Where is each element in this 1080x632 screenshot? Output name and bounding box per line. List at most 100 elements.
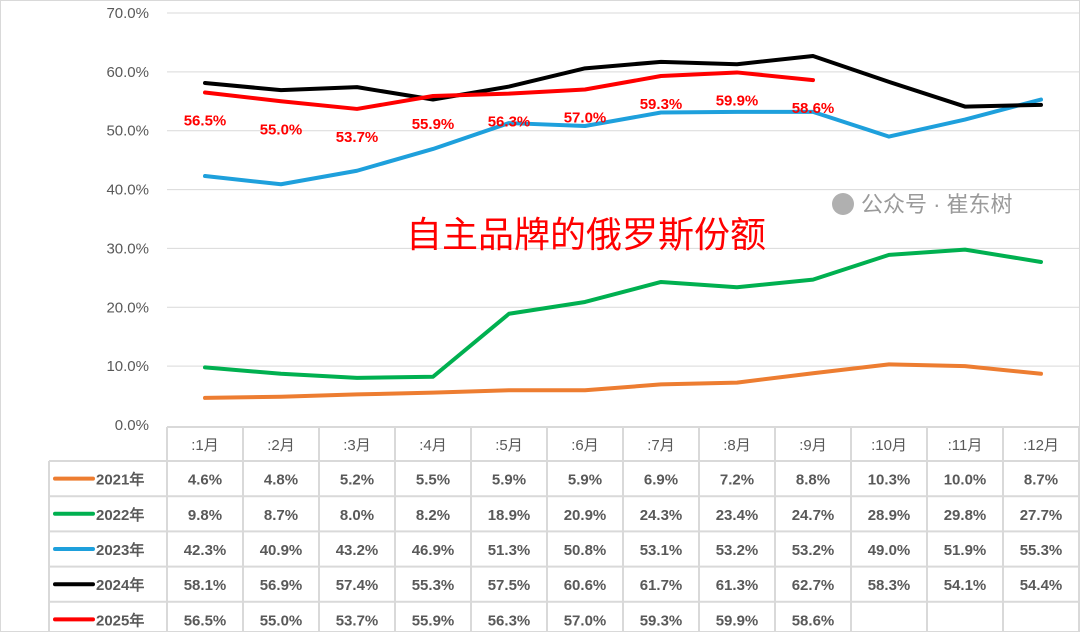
y-tick-label: 30.0% — [106, 240, 149, 257]
x-category-label: :7月 — [647, 437, 675, 454]
data-label: 55.0% — [260, 121, 303, 138]
table-cell: 58.1% — [184, 577, 227, 594]
table-cell: 62.7% — [792, 577, 835, 594]
table-cell: 56.3% — [488, 612, 531, 629]
series-line-2023年 — [203, 97, 1043, 187]
table-cell: 53.1% — [640, 542, 683, 559]
table-cell: 53.2% — [716, 542, 759, 559]
table-cell: 50.8% — [564, 542, 607, 559]
table-cell: 58.6% — [792, 612, 835, 629]
table-cell: 8.0% — [340, 507, 374, 524]
data-label: 55.9% — [412, 116, 455, 133]
table-cell: 20.9% — [564, 507, 607, 524]
table-cell: 53.7% — [336, 612, 379, 629]
table-cell: 51.3% — [488, 542, 531, 559]
table-cell: 5.9% — [492, 472, 526, 489]
table-cell: 60.6% — [564, 577, 607, 594]
table-cell: 5.2% — [340, 472, 374, 489]
table-cell: 6.9% — [644, 472, 678, 489]
data-label: 58.6% — [792, 100, 835, 117]
table-cell: 55.3% — [1020, 542, 1063, 559]
table-cell: 8.7% — [264, 507, 298, 524]
table-cell: 40.9% — [260, 542, 303, 559]
x-category-label: :11月 — [948, 437, 983, 454]
data-label: 59.3% — [640, 96, 683, 113]
table-cell: 10.0% — [944, 472, 987, 489]
table-cell: 55.9% — [412, 612, 455, 629]
table-cell: 24.3% — [640, 507, 683, 524]
watermark: 公众号 · 崔东树 — [861, 192, 1013, 217]
y-tick-label: 70.0% — [106, 5, 149, 22]
table-cell: 24.7% — [792, 507, 835, 524]
y-tick-label: 0.0% — [115, 417, 149, 434]
table-cell: 56.9% — [260, 577, 303, 594]
table-cell: 61.7% — [640, 577, 683, 594]
x-category-label: :2月 — [267, 437, 295, 454]
table-cell: 8.2% — [416, 507, 450, 524]
table-cell: 8.8% — [796, 472, 830, 489]
table-cell: 61.3% — [716, 577, 759, 594]
table-cell: 5.9% — [568, 472, 602, 489]
table-cell: 27.7% — [1020, 507, 1063, 524]
data-label: 57.0% — [564, 110, 607, 127]
table-cell: 8.7% — [1024, 472, 1058, 489]
series-line-2024年 — [203, 53, 1043, 109]
x-category-label: :10月 — [871, 437, 907, 454]
legend-label: 2021年 — [96, 471, 144, 489]
table-cell: 10.3% — [868, 472, 911, 489]
table-cell: 51.9% — [944, 542, 987, 559]
table-cell: 57.5% — [488, 577, 531, 594]
table-cell: 53.2% — [792, 542, 835, 559]
table-cell: 56.5% — [184, 612, 227, 629]
table-cell: 29.8% — [944, 507, 987, 524]
table-cell: 59.3% — [640, 612, 683, 629]
x-category-label: :1月 — [191, 437, 219, 454]
wechat-icon — [832, 193, 854, 215]
table-cell: 4.8% — [264, 472, 298, 489]
chart-title: 自主品牌的俄罗斯份额 — [406, 214, 766, 255]
x-category-label: :5月 — [495, 437, 523, 454]
data-label: 53.7% — [336, 129, 379, 146]
x-category-label: :6月 — [571, 437, 599, 454]
table-cell: 42.3% — [184, 542, 227, 559]
table-cell: 55.0% — [260, 612, 303, 629]
x-category-label: :9月 — [799, 437, 827, 454]
data-label: 59.9% — [716, 92, 759, 109]
legend-label: 2023年 — [96, 541, 144, 559]
data-label: 56.5% — [184, 112, 227, 129]
table-cell: 57.0% — [564, 612, 607, 629]
data-label: 56.3% — [488, 114, 531, 131]
y-tick-label: 20.0% — [106, 299, 149, 316]
y-tick-label: 50.0% — [106, 123, 149, 140]
table-cell: 28.9% — [868, 507, 911, 524]
legend-label: 2022年 — [96, 506, 144, 524]
table-cell: 55.3% — [412, 577, 455, 594]
table-cell: 46.9% — [412, 542, 455, 559]
y-tick-label: 60.0% — [106, 64, 149, 81]
legend-label: 2024年 — [96, 576, 144, 594]
x-category-label: :3月 — [343, 437, 371, 454]
table-cell: 5.5% — [416, 472, 450, 489]
table-cell: 23.4% — [716, 507, 759, 524]
table-cell: 7.2% — [720, 472, 754, 489]
table-cell: 4.6% — [188, 472, 222, 489]
table-cell: 54.4% — [1020, 577, 1063, 594]
table-cell: 49.0% — [868, 542, 911, 559]
y-tick-label: 10.0% — [106, 358, 149, 375]
table-cell: 58.3% — [868, 577, 911, 594]
y-tick-label: 40.0% — [106, 182, 149, 199]
table-cell: 18.9% — [488, 507, 531, 524]
series-line-2021年 — [203, 362, 1043, 400]
x-category-label: :8月 — [723, 437, 751, 454]
series-line-2022年 — [203, 247, 1043, 380]
table-cell: 43.2% — [336, 542, 379, 559]
table-cell: 9.8% — [188, 507, 222, 524]
table-cell: 54.1% — [944, 577, 987, 594]
table-cell: 57.4% — [336, 577, 379, 594]
legend-label: 2025年 — [96, 611, 144, 629]
x-category-label: :12月 — [1023, 437, 1059, 454]
x-category-label: :4月 — [419, 437, 447, 454]
table-cell: 59.9% — [716, 612, 759, 629]
